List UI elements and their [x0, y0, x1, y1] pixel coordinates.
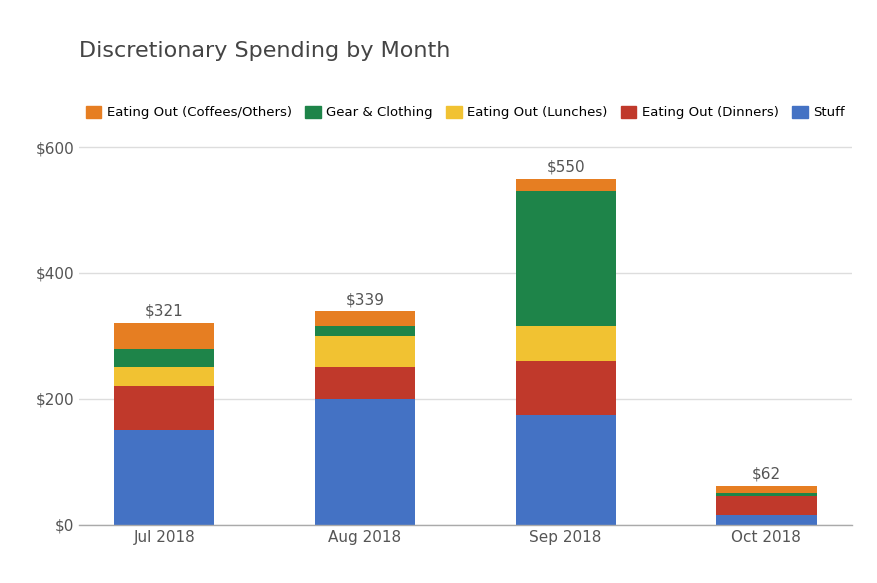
Bar: [716, 496, 816, 515]
Bar: [315, 311, 415, 326]
Bar: [515, 361, 615, 415]
Bar: [515, 326, 615, 361]
Bar: [515, 415, 615, 525]
Bar: [515, 178, 615, 191]
Legend: Eating Out (Coffees/Others), Gear & Clothing, Eating Out (Lunches), Eating Out (: Eating Out (Coffees/Others), Gear & Clot…: [86, 106, 844, 119]
Text: $339: $339: [346, 293, 384, 308]
Bar: [315, 326, 415, 336]
Bar: [515, 191, 615, 326]
Bar: [114, 387, 214, 430]
Text: $550: $550: [545, 160, 584, 175]
Bar: [114, 367, 214, 387]
Text: $321: $321: [145, 304, 183, 319]
Bar: [114, 349, 214, 367]
Bar: [716, 486, 816, 493]
Text: Discretionary Spending by Month: Discretionary Spending by Month: [79, 41, 450, 61]
Bar: [315, 367, 415, 399]
Bar: [114, 323, 214, 349]
Bar: [716, 493, 816, 496]
Bar: [716, 515, 816, 525]
Bar: [315, 336, 415, 367]
Bar: [315, 399, 415, 525]
Text: $62: $62: [751, 467, 780, 482]
Bar: [114, 430, 214, 525]
